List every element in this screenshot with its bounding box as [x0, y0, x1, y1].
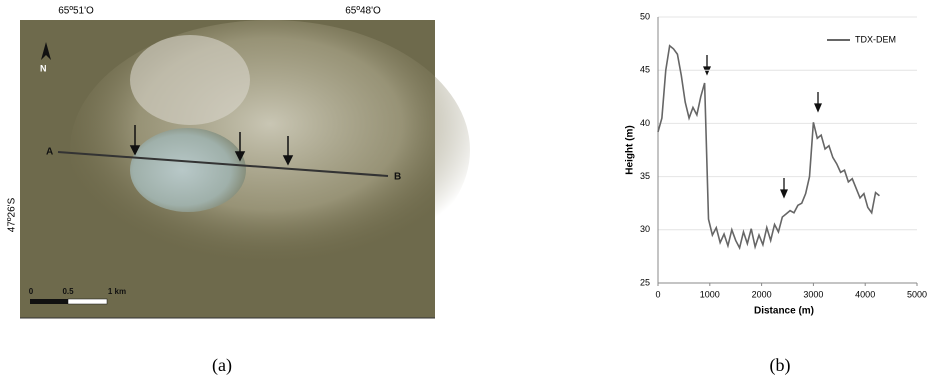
y-tick-label: 25	[640, 277, 650, 287]
scale-label: 0.5	[62, 287, 74, 296]
latitude-label: 47º26'S	[7, 197, 18, 232]
longitude-label: 65º48'O	[345, 6, 381, 17]
x-tick-label: 2000	[752, 289, 772, 299]
caption: (a)	[212, 355, 232, 376]
longitude-label: 65º51'O	[58, 6, 94, 17]
north-label: N	[40, 63, 47, 73]
data-line	[658, 46, 879, 248]
figure: 65º51'O 65º48'O 47º26'S N A B 0 0.5 1 km…	[0, 0, 934, 380]
x-axis-label: Distance (m)	[754, 306, 814, 317]
y-tick-label: 40	[640, 118, 650, 128]
x-tick-label: 4000	[855, 289, 875, 299]
x-tick-label: 3000	[803, 289, 823, 299]
y-tick-label: 30	[640, 224, 650, 234]
x-tick-label: 0	[655, 289, 660, 299]
satellite-image	[20, 20, 470, 318]
point-label: A	[46, 147, 53, 158]
point-label: B	[394, 172, 401, 183]
caption: (b)	[770, 355, 791, 376]
legend-label: TDX-DEM	[855, 34, 896, 44]
scale-label: 1 km	[108, 287, 126, 296]
y-tick-label: 45	[640, 65, 650, 75]
x-tick-label: 5000	[907, 289, 927, 299]
y-axis-label: Height (m)	[625, 125, 636, 174]
x-tick-label: 1000	[700, 289, 720, 299]
scale-label: 0	[29, 287, 34, 296]
y-tick-label: 50	[640, 11, 650, 21]
y-tick-label: 35	[640, 171, 650, 181]
